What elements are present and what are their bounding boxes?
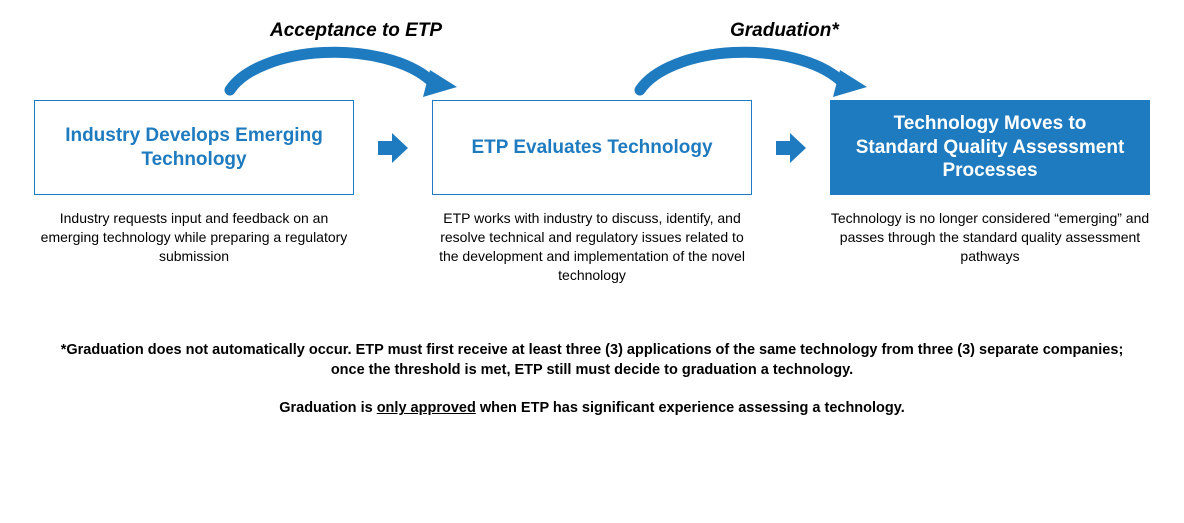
- footnote-p2-underline: only approved: [377, 400, 476, 416]
- footnote-p2: Graduation is only approved when ETP has…: [60, 398, 1124, 418]
- stage-1-title: Industry Develops Emerging Technology: [55, 124, 333, 172]
- block-arrow-icon: [378, 133, 408, 163]
- stage-3-desc: Technology is no longer considered “emer…: [830, 209, 1150, 266]
- stage-1-box: Industry Develops Emerging Technology: [34, 100, 354, 195]
- stage-3: Technology Moves to Standard Quality Ass…: [826, 100, 1154, 285]
- stage-2: ETP Evaluates Technology ETP works with …: [428, 100, 756, 285]
- footnote-p2-post: when ETP has significant experience asse…: [476, 400, 905, 416]
- stage-2-desc: ETP works with industry to discuss, iden…: [432, 209, 752, 285]
- stage-3-box: Technology Moves to Standard Quality Ass…: [830, 100, 1150, 195]
- stage-2-box: ETP Evaluates Technology: [432, 100, 752, 195]
- block-arrow-icon: [776, 133, 806, 163]
- stage-2-title: ETP Evaluates Technology: [471, 136, 712, 160]
- arrow-2-3: [756, 100, 826, 195]
- arc-row: [30, 25, 1154, 100]
- arc-arrow-graduation: [615, 25, 875, 100]
- stage-3-title: Technology Moves to Standard Quality Ass…: [851, 112, 1129, 183]
- flow-main-row: Industry Develops Emerging Technology In…: [30, 100, 1154, 285]
- stage-1-desc: Industry requests input and feedback on …: [34, 209, 354, 266]
- arrow-1-2: [358, 100, 428, 195]
- arc-arrow-acceptance: [205, 25, 465, 100]
- footnote-p2-pre: Graduation is: [279, 400, 377, 416]
- footnote-p1: *Graduation does not automatically occur…: [60, 340, 1124, 381]
- footnote: *Graduation does not automatically occur…: [30, 340, 1154, 419]
- stage-1: Industry Develops Emerging Technology In…: [30, 100, 358, 285]
